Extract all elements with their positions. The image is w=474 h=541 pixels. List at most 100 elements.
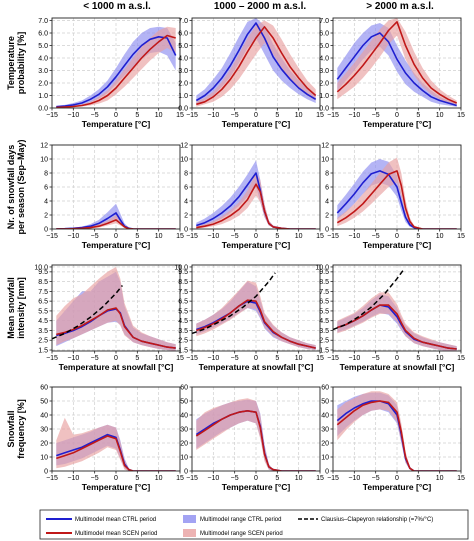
- scen-range-band: [56, 215, 176, 229]
- x-tick-label: −10: [67, 475, 79, 482]
- x-tick-label: −5: [231, 233, 239, 240]
- legend-label-ctrl-range: Multimodel range CTRL period: [200, 517, 281, 523]
- row-label-line: Snowfall: [6, 410, 16, 447]
- y-tick-label: 30: [40, 426, 48, 433]
- y-tick-label: 10.0: [315, 264, 329, 271]
- y-tick-label: 0.0: [178, 105, 188, 112]
- y-tick-label: 9.5: [178, 269, 188, 276]
- x-tick-label: 10: [295, 355, 303, 362]
- row-label: Snowfallfrequency [%]: [6, 399, 26, 459]
- y-tick-label: 0: [184, 226, 188, 233]
- plot-area: [192, 272, 316, 350]
- y-tick-label: 2.0: [38, 80, 48, 87]
- x-tick-label: −15: [46, 233, 58, 240]
- plot-area: [336, 18, 458, 107]
- ctrl-mean-line: [336, 32, 457, 107]
- scen-range-band: [56, 26, 176, 108]
- y-tick-label: 3.0: [38, 68, 48, 75]
- x-tick-label: 15: [176, 233, 184, 240]
- y-tick-label: 8.5: [178, 279, 188, 286]
- x-tick-label: 0: [395, 112, 399, 119]
- ctrl-range-band: [196, 160, 316, 229]
- panel: −15 −10 −5 0 5 10 15 0 2 4 6 8 10 12 Temperature [°C]: [321, 142, 465, 250]
- y-tick-label: 0: [44, 468, 48, 475]
- legend-swatch-ctrl-range: [183, 515, 196, 523]
- legend-label-ctrl-mean: Multimodel mean CTRL period: [75, 517, 156, 523]
- x-tick-label: 15: [176, 355, 184, 362]
- x-tick-label: 5: [416, 475, 420, 482]
- scen-mean-line: [56, 219, 176, 229]
- scen-mean-line: [196, 183, 316, 229]
- x-tick-label: 0: [395, 355, 399, 362]
- x-tick-label: 0: [254, 355, 258, 362]
- row-label: Nr. of snowfall daysper season (Sep–May): [6, 139, 26, 234]
- y-tick-label: 10: [180, 156, 188, 163]
- y-tick-label: 20: [180, 440, 188, 447]
- y-tick-label: 10.0: [34, 264, 48, 271]
- y-tick-label: 2: [325, 212, 329, 219]
- x-tick-label: −10: [348, 233, 360, 240]
- row-label: Temperatureprobability [%]: [6, 32, 26, 95]
- y-tick-label: 50: [321, 398, 329, 405]
- x-tick-label: 0: [254, 475, 258, 482]
- x-tick-label: 15: [457, 355, 465, 362]
- x-tick-label: 10: [436, 355, 444, 362]
- y-tick-label: 10: [321, 156, 329, 163]
- y-tick-label: 20: [321, 440, 329, 447]
- panel: −15 −10 −5 0 5 10 151.52.53.54.55.56.57.58.59.…: [174, 264, 324, 372]
- x-tick-label: −15: [327, 112, 339, 119]
- y-tick-label: 12: [40, 142, 48, 149]
- scen-mean-line: [196, 299, 316, 349]
- y-tick-label: 4.0: [38, 55, 48, 62]
- x-tick-label: 15: [316, 475, 324, 482]
- y-tick-label: 7.0: [38, 18, 48, 25]
- ctrl-mean-line: [56, 36, 177, 108]
- x-tick-label: −10: [207, 355, 219, 362]
- y-tick-label: 7.0: [319, 18, 329, 25]
- x-tick-label: −5: [91, 112, 99, 119]
- panel: −15 −10 −5 0 5 10 151.52.53.54.55.56.57.58.59.…: [315, 264, 465, 372]
- x-tick-label: 0: [395, 233, 399, 240]
- x-tick-label: −5: [231, 475, 239, 482]
- y-tick-label: 7.5: [38, 289, 48, 296]
- x-tick-label: −5: [372, 475, 380, 482]
- x-tick-label: 15: [457, 233, 465, 240]
- y-tick-label: 10: [321, 454, 329, 461]
- x-tick-label: 10: [295, 233, 303, 240]
- x-tick-label: 0: [254, 233, 258, 240]
- y-tick-label: 0: [184, 468, 188, 475]
- y-tick-label: 7.5: [319, 289, 329, 296]
- panel: −15 −10 −5 0 5 10 15 0 10 20 30 40 50 60 Temperature […: [40, 384, 184, 492]
- legend-swatch-scen-range: [183, 529, 196, 537]
- ctrl-mean-line: [195, 22, 317, 102]
- y-tick-label: 10: [40, 156, 48, 163]
- y-tick-label: 0.0: [38, 105, 48, 112]
- x-tick-label: −5: [91, 475, 99, 482]
- clausius-clapeyron-line: [52, 285, 123, 340]
- x-tick-label: 15: [316, 233, 324, 240]
- y-tick-label: 2: [184, 212, 188, 219]
- y-tick-label: 50: [40, 398, 48, 405]
- x-tick-label: −10: [67, 355, 79, 362]
- x-tick-label: −15: [186, 475, 198, 482]
- y-tick-label: 5.0: [38, 43, 48, 50]
- x-tick-label: −10: [67, 233, 79, 240]
- x-tick-label: −15: [186, 355, 198, 362]
- ctrl-range-band: [196, 18, 316, 105]
- x-tick-label: −10: [348, 112, 360, 119]
- y-tick-label: 0: [44, 226, 48, 233]
- x-tick-label: 5: [416, 112, 420, 119]
- x-tick-label: 0: [114, 355, 118, 362]
- scen-range-band: [196, 280, 316, 350]
- column-title: > 2000 m a.s.l.: [366, 1, 434, 12]
- y-tick-label: 9.5: [38, 269, 48, 276]
- x-tick-label: −10: [67, 112, 79, 119]
- plot-area: [336, 157, 457, 229]
- x-tick-label: −15: [327, 233, 339, 240]
- x-tick-label: 15: [176, 112, 184, 119]
- x-axis-label: Temperature [°C]: [82, 482, 151, 492]
- panel: −15 −10 −5 0 5 10 15 0 2 4 6 8 10 12 Temperature [°C]: [40, 142, 184, 250]
- x-tick-label: 10: [155, 355, 163, 362]
- x-tick-label: 5: [275, 233, 279, 240]
- y-tick-label: 2.0: [178, 80, 188, 87]
